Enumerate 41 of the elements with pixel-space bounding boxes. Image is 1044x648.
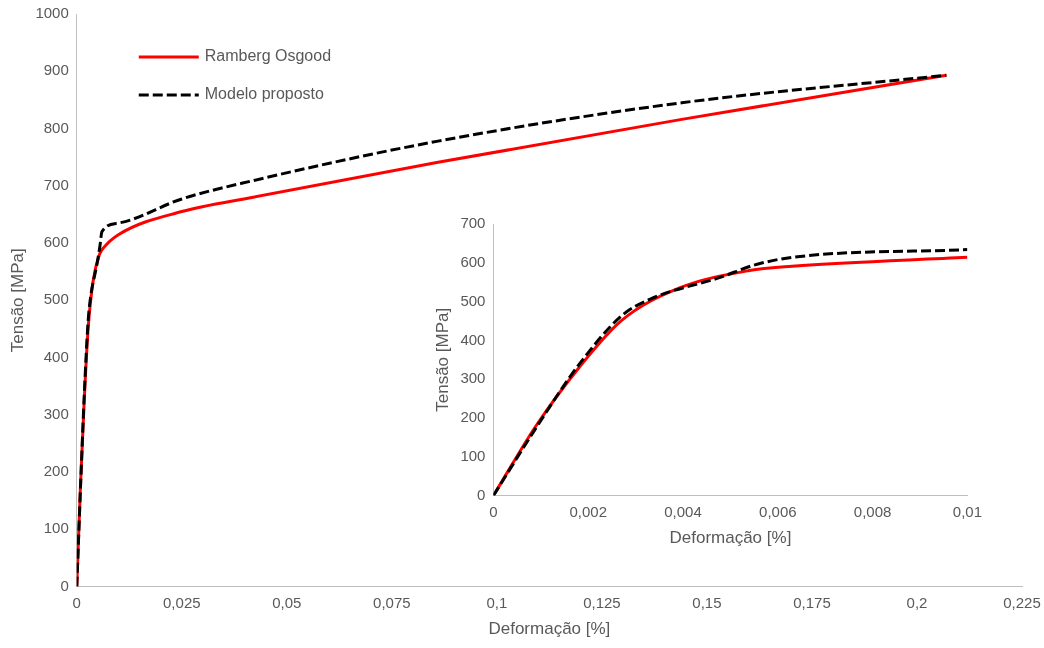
- x-tick-label: 0,125: [583, 593, 621, 611]
- x-tick-label: 0: [489, 502, 498, 520]
- y-tick-label: 0: [477, 485, 486, 503]
- x-tick-label: 0: [72, 593, 81, 611]
- legend-label: Ramberg Osgood: [204, 47, 332, 65]
- y-tick-label: 0: [60, 576, 69, 594]
- y-axis-title: Tensão [MPa]: [432, 307, 452, 412]
- x-axis-title: Deformação [%]: [669, 528, 792, 548]
- x-tick-label: 0,2: [906, 593, 928, 611]
- x-tick-label: 0,175: [793, 593, 831, 611]
- y-tick-label: 1000: [35, 4, 69, 22]
- x-tick-label: 0,225: [1003, 593, 1041, 611]
- x-tick-label: 0,004: [664, 502, 702, 520]
- y-tick-label: 200: [460, 408, 486, 426]
- y-tick-label: 500: [43, 290, 69, 308]
- x-tick-label: 0,05: [272, 593, 302, 611]
- x-tick-label: 0,025: [163, 593, 201, 611]
- y-tick-label: 700: [43, 175, 69, 193]
- y-tick-label: 800: [43, 118, 69, 136]
- x-tick-label: 0,01: [952, 502, 982, 520]
- y-tick-label: 100: [460, 446, 486, 464]
- y-axis-title: Tensão [MPa]: [7, 248, 27, 353]
- x-tick-label: 0,002: [569, 502, 607, 520]
- legend-label: Modelo proposto: [204, 85, 325, 103]
- y-tick-label: 500: [460, 291, 486, 309]
- y-tick-label: 600: [460, 252, 486, 270]
- x-tick-label: 0,15: [692, 593, 722, 611]
- x-tick-label: 0,006: [759, 502, 797, 520]
- y-tick-label: 900: [43, 61, 69, 79]
- y-tick-label: 600: [43, 233, 69, 251]
- y-tick-label: 700: [460, 214, 486, 232]
- y-tick-label: 300: [43, 404, 69, 422]
- y-tick-label: 200: [43, 462, 69, 480]
- x-axis-title: Deformação [%]: [488, 619, 611, 639]
- y-tick-label: 400: [43, 347, 69, 365]
- x-tick-label: 0,1: [486, 593, 508, 611]
- x-tick-label: 0,008: [853, 502, 892, 520]
- y-tick-label: 100: [43, 519, 69, 537]
- y-tick-label: 300: [460, 369, 486, 387]
- y-tick-label: 400: [460, 330, 486, 348]
- x-tick-label: 0,075: [373, 593, 411, 611]
